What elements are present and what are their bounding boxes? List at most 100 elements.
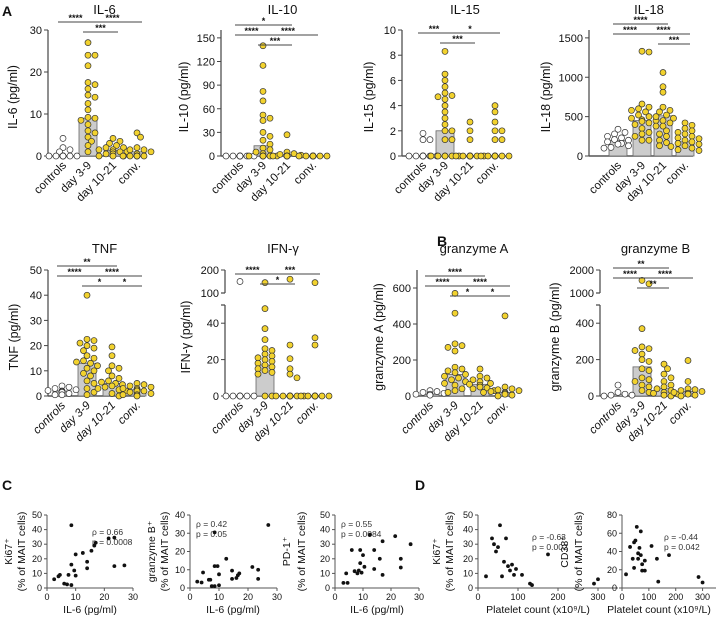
data-point <box>112 564 117 568</box>
x-tick-label: 0 <box>187 592 192 602</box>
x-axis-label: Platelet count (x10⁹/L) <box>486 604 590 616</box>
control-data-point <box>236 392 244 400</box>
control-data-point <box>58 391 66 399</box>
patient-data-point <box>638 365 646 373</box>
x-axis-label: IL-6 (pg/ml) <box>63 604 117 616</box>
data-point <box>667 553 671 558</box>
control-data-point <box>66 146 74 154</box>
patient-data-point <box>109 152 117 160</box>
data-point <box>362 564 367 569</box>
p-value: p = 0.002 <box>532 542 568 552</box>
y-axis-label: Ki67⁺ <box>3 538 15 565</box>
data-point <box>106 536 111 541</box>
patient-data-point <box>106 140 113 147</box>
patient-data-point <box>84 91 92 99</box>
dot-plot-granzyme-b: granzyme B granzyme B (pg/ml) 0 200 400 1000 2… <box>548 241 706 444</box>
significance-label: **** <box>633 15 648 25</box>
significance-label: *** <box>270 36 281 46</box>
p-value: p = 0.042 <box>664 542 700 552</box>
data-point <box>520 572 524 577</box>
patient-data-point <box>259 129 267 136</box>
control-data-point <box>426 391 434 399</box>
category-label: conv. <box>292 160 319 187</box>
patient-data-point <box>674 134 682 142</box>
patient-data-point <box>90 337 98 344</box>
x-tick-label: 20 <box>99 592 109 602</box>
y-axis-label: (% of MAIT cells) <box>444 512 456 592</box>
control-data-point <box>607 143 615 151</box>
data-point <box>69 523 74 528</box>
x-tick-label: 200 <box>668 592 683 602</box>
data-point <box>628 545 632 549</box>
rho-value: ρ = 0.55 <box>341 519 372 529</box>
patient-data-point <box>109 135 117 142</box>
patient-data-point <box>466 136 474 143</box>
patient-data-point <box>491 102 499 109</box>
control-data-point <box>604 138 611 146</box>
significance-label: *** <box>669 35 680 45</box>
patient-data-point <box>660 378 668 385</box>
patient-data-point <box>684 390 692 398</box>
scatter-plot-2: 0 10 20 30 40 0 10 20 30 IL-6 (pg/ml) granzyme B⁺(… <box>146 510 282 616</box>
y-tick-label: 2000 <box>570 265 594 277</box>
data-point <box>344 571 349 576</box>
patient-data-point <box>466 152 474 160</box>
data-point <box>634 524 639 529</box>
patient-data-point <box>491 136 499 143</box>
x-tick-label: 10 <box>71 592 81 602</box>
significance-label: *** <box>95 23 106 33</box>
data-point <box>638 529 643 534</box>
patient-data-point <box>293 374 301 382</box>
patient-data-point <box>645 119 653 127</box>
patient-data-point <box>434 93 442 101</box>
control-data-point <box>56 148 63 156</box>
patient-data-point <box>268 352 276 360</box>
patient-data-point <box>84 79 92 86</box>
data-point <box>393 534 398 539</box>
patient-data-point <box>441 70 449 78</box>
patient-data-point <box>133 144 141 151</box>
data-point <box>356 568 361 573</box>
patient-data-point <box>84 127 92 135</box>
patient-data-point <box>508 391 516 399</box>
data-point <box>65 582 69 587</box>
patient-data-point <box>494 386 502 394</box>
rho-value: ρ = 0.42 <box>196 519 227 529</box>
patient-data-point <box>462 371 469 378</box>
data-point <box>630 556 635 561</box>
patient-data-point <box>451 340 459 348</box>
patient-data-point <box>261 361 269 369</box>
data-point <box>352 569 357 574</box>
control-data-point <box>73 152 81 160</box>
patient-data-point <box>84 148 92 156</box>
control-data-point <box>412 152 420 160</box>
patient-data-point <box>147 148 155 156</box>
patient-data-point <box>119 385 127 392</box>
data-point <box>217 572 221 577</box>
patient-data-point <box>441 121 449 128</box>
y-tick-label: 1000 <box>570 288 594 300</box>
control-data-point <box>222 152 230 160</box>
control-data-point <box>621 129 629 136</box>
data-point <box>398 565 403 570</box>
chart-title: TNF <box>92 241 117 256</box>
patient-data-point <box>684 357 692 364</box>
patient-data-point <box>631 121 639 128</box>
y-tick-label: 60 <box>607 528 617 538</box>
data-point <box>341 580 346 585</box>
patient-data-point <box>501 312 509 320</box>
patient-data-point <box>323 152 331 160</box>
y-tick-label: 40 <box>175 510 185 520</box>
patient-data-point <box>83 385 91 392</box>
patient-data-point <box>458 365 466 373</box>
patient-data-point <box>660 383 668 391</box>
patient-data-point <box>137 133 144 141</box>
control-data-point <box>72 386 80 394</box>
patient-data-point <box>656 108 663 116</box>
y-tick-label: 50 <box>463 510 473 520</box>
patient-data-point <box>84 133 92 141</box>
y-tick-label: 0 <box>468 583 473 593</box>
control-data-point <box>229 392 237 400</box>
patient-data-point <box>505 152 513 160</box>
patient-data-point <box>259 144 267 152</box>
